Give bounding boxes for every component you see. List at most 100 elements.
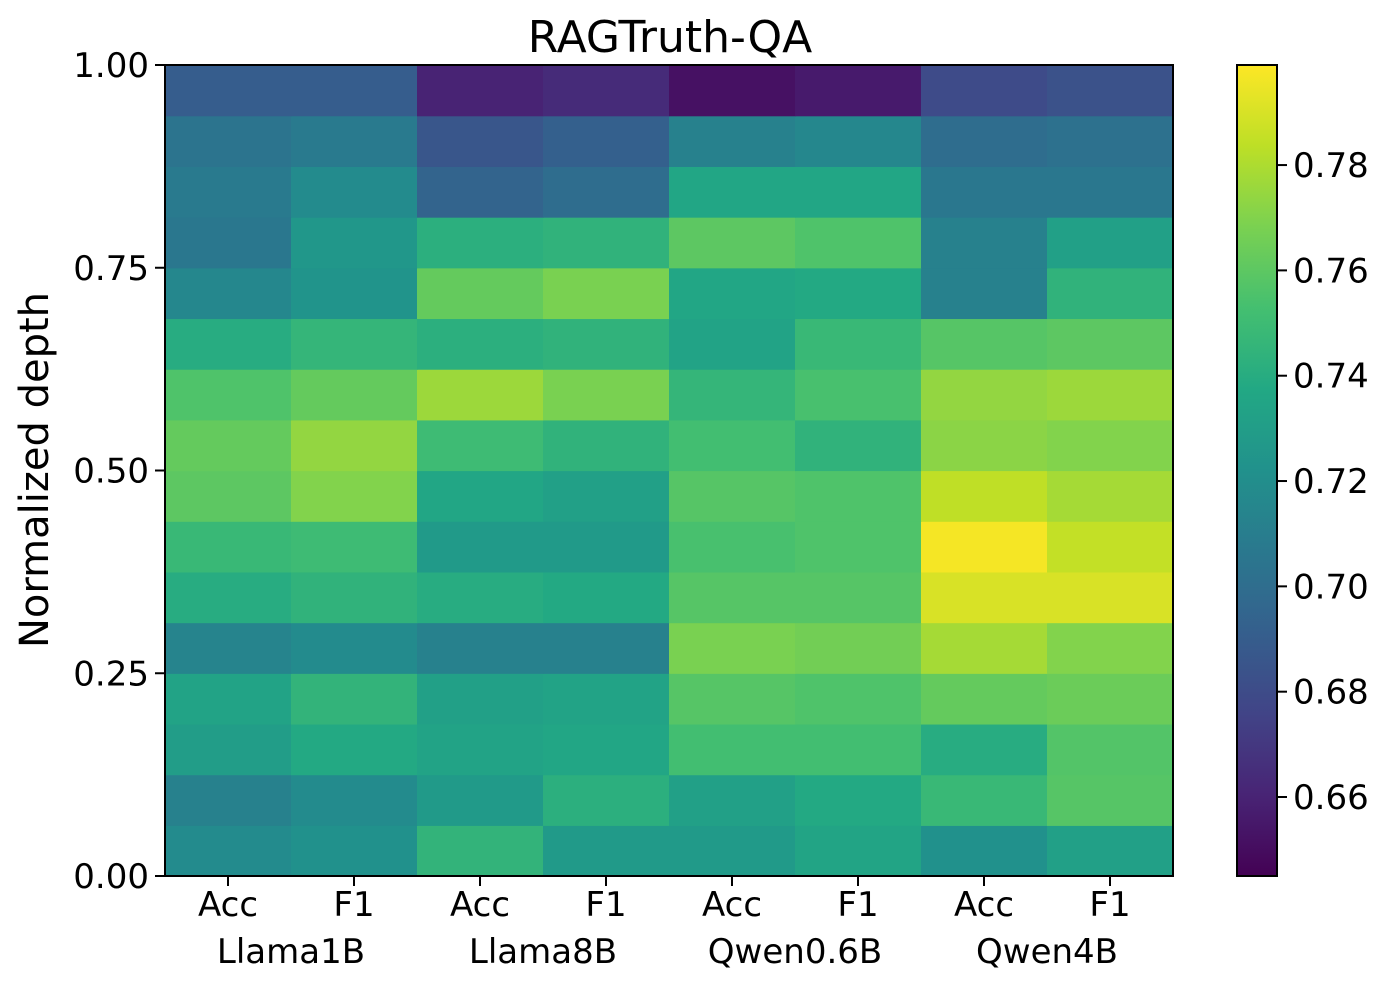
heatmap-cell	[795, 267, 922, 320]
heatmap-cell	[921, 571, 1048, 624]
heatmap-cell	[543, 217, 670, 269]
colorbar-tick-label: 0.66	[1293, 778, 1369, 818]
heatmap-cell	[669, 470, 796, 522]
heatmap-cell	[165, 166, 292, 218]
heatmap-cell	[1047, 723, 1174, 776]
heatmap-cell	[1047, 622, 1174, 674]
heatmap-cell	[543, 825, 670, 877]
heatmap-cell	[165, 65, 292, 117]
x-tick-label-metric: Acc	[954, 885, 1014, 925]
heatmap-cell	[921, 217, 1048, 269]
heatmap-cell	[921, 419, 1048, 472]
heatmap-cells	[165, 65, 1174, 877]
heatmap-cell	[165, 419, 292, 472]
heatmap-cell	[669, 267, 796, 320]
heatmap-cell	[795, 571, 922, 624]
y-tick-label: 0.25	[73, 654, 149, 694]
y-tick-label: 0.00	[73, 857, 149, 897]
heatmap-cell	[417, 774, 544, 826]
heatmap-cell	[795, 774, 922, 826]
heatmap-cell	[165, 673, 292, 725]
heatmap-cell	[291, 419, 418, 472]
heatmap-cell	[543, 470, 670, 522]
heatmap-cell	[921, 369, 1048, 421]
heatmap-cell	[1047, 673, 1174, 725]
heatmap-cell	[1047, 115, 1174, 167]
heatmap-cell	[921, 318, 1048, 370]
heatmap-cell	[165, 369, 292, 421]
colorbar-tick-label: 0.68	[1293, 673, 1369, 713]
heatmap-cell	[921, 166, 1048, 218]
heatmap-cell	[417, 115, 544, 167]
heatmap-cell	[1047, 65, 1174, 117]
heatmap-cell	[921, 673, 1048, 725]
heatmap-cell	[291, 673, 418, 725]
heatmap-cell	[669, 723, 796, 776]
heatmap-cell	[543, 369, 670, 421]
heatmap-cell	[291, 318, 418, 370]
heatmap-cell	[291, 521, 418, 573]
heatmap-cell	[543, 571, 670, 624]
heatmap-cell	[669, 571, 796, 624]
heatmap-cell	[1047, 318, 1174, 370]
heatmap-cell	[165, 217, 292, 269]
heatmap-cell	[1047, 825, 1174, 877]
heatmap-cell	[417, 521, 544, 573]
heatmap-cell	[291, 723, 418, 776]
heatmap-cell	[417, 673, 544, 725]
x-tick-label-metric: F1	[1089, 885, 1130, 925]
heatmap-cell	[795, 470, 922, 522]
heatmap-cell	[1047, 217, 1174, 269]
heatmap-cell	[921, 267, 1048, 320]
heatmap-cell	[291, 470, 418, 522]
heatmap-cell	[417, 825, 544, 877]
heatmap-cell	[543, 166, 670, 218]
heatmap-cell	[543, 65, 670, 117]
heatmap-cell	[291, 65, 418, 117]
x-tick-label-model: Qwen4B	[976, 932, 1118, 972]
heatmap-cell	[543, 318, 670, 370]
y-tick-label: 0.50	[73, 452, 149, 492]
colorbar-tick-label: 0.74	[1293, 357, 1369, 397]
heatmap-cell	[165, 521, 292, 573]
heatmap-cell	[921, 723, 1048, 776]
colorbar	[1236, 64, 1278, 877]
heatmap-cell	[1047, 571, 1174, 624]
heatmap-cell	[165, 115, 292, 167]
heatmap-cell	[669, 318, 796, 370]
heatmap-cell	[669, 673, 796, 725]
x-tick-label-metric: Acc	[198, 885, 258, 925]
heatmap-cell	[669, 65, 796, 117]
heatmap-cell	[921, 470, 1048, 522]
heatmap-cell	[417, 470, 544, 522]
heatmap-cell	[795, 369, 922, 421]
heatmap-cell	[669, 369, 796, 421]
heatmap-cell	[669, 825, 796, 877]
heatmap-cell	[291, 571, 418, 624]
heatmap-cell	[543, 115, 670, 167]
heatmap-cell	[165, 470, 292, 522]
heatmap-cell	[291, 369, 418, 421]
colorbar-axis: 0.66 0.68 0.70 0.72 0.74 0.76 0.78	[1277, 146, 1369, 818]
heatmap-cell	[165, 774, 292, 826]
colorbar-tick-label: 0.70	[1293, 567, 1369, 607]
heatmap-cell	[795, 622, 922, 674]
heatmap-cell	[417, 65, 544, 117]
x-tick-label-metric: F1	[333, 885, 374, 925]
heatmap-cell	[165, 318, 292, 370]
heatmap-cell	[1047, 267, 1174, 320]
x-tick-label-metric: F1	[585, 885, 626, 925]
x-tick-label-model: Qwen0.6B	[708, 932, 882, 972]
colorbar-tick-label: 0.78	[1293, 146, 1369, 186]
heatmap-cell	[417, 318, 544, 370]
heatmap-cell	[669, 622, 796, 674]
x-tick-label-model: Llama1B	[217, 932, 365, 972]
heatmap-cell	[291, 166, 418, 218]
heatmap-cell	[669, 774, 796, 826]
heatmap-cell	[669, 217, 796, 269]
heatmap-cell	[795, 825, 922, 877]
heatmap-cell	[291, 217, 418, 269]
heatmap-cell	[543, 419, 670, 472]
heatmap-cell	[417, 369, 544, 421]
